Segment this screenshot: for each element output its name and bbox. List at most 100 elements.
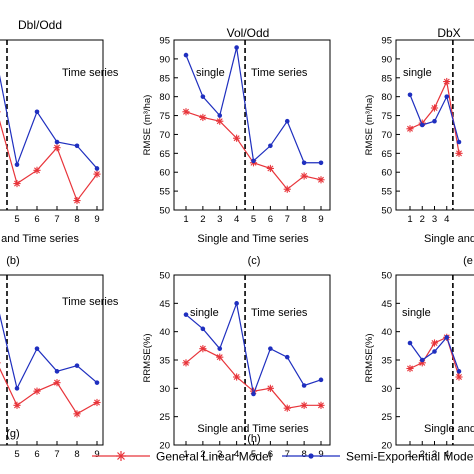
data-point-linear: [13, 401, 21, 409]
data-point-linear: [53, 144, 61, 152]
x-tick-label: 8: [74, 214, 79, 225]
plot-frame: [173, 39, 331, 211]
data-point-linear: [73, 196, 81, 205]
data-point-semi: [217, 346, 223, 351]
data-point-semi: [54, 369, 60, 374]
series-group: [406, 333, 463, 381]
annotation-time-series: Time series: [62, 296, 119, 308]
series-group: [0, 313, 101, 418]
data-point-semi: [456, 369, 462, 374]
legend: General Linear Model Semi-Exponential Mo…: [92, 450, 474, 464]
series-line-semi: [0, 313, 98, 391]
y-tick-label: 30: [381, 384, 392, 395]
y-tick-label: 55: [159, 187, 170, 198]
chart-title: DbX: [437, 26, 460, 40]
y-tick-label: 95: [381, 36, 392, 47]
chart-title: Dbl/Odd: [18, 18, 62, 32]
panel-letter: (e: [463, 255, 473, 267]
data-point-semi: [318, 160, 324, 166]
y-tick-label: 85: [159, 73, 170, 84]
data-point-semi: [94, 166, 100, 171]
x-tick-label: 5: [14, 449, 19, 460]
y-tick-label: 50: [381, 271, 392, 282]
y-axis-label: RRMSE(%): [364, 333, 375, 382]
data-point-semi: [432, 118, 437, 124]
data-point-semi: [200, 326, 206, 332]
annotation-time-series: Time series: [251, 307, 308, 319]
panel-letter: (c): [248, 255, 261, 267]
x-tick-label: 4: [444, 214, 449, 225]
data-point-linear: [317, 176, 325, 184]
data-point-semi: [200, 94, 206, 99]
y-tick-label: 65: [159, 149, 170, 160]
data-point-linear: [443, 77, 451, 86]
data-point-semi: [419, 357, 425, 363]
x-tick-label: 5: [251, 214, 256, 225]
data-point-linear: [0, 362, 1, 364]
y-tick-label: 90: [159, 54, 170, 65]
data-point-linear: [233, 373, 241, 381]
data-point-linear: [199, 113, 207, 122]
x-tick-label: 8: [301, 214, 306, 225]
y-tick-label: 45: [381, 299, 392, 310]
x-tick-label: 3: [217, 449, 222, 460]
x-tick-label: 1: [183, 214, 188, 225]
y-tick-label: 50: [159, 206, 170, 217]
x-tick-label: 6: [268, 449, 273, 460]
data-point-semi: [268, 346, 273, 351]
y-tick-label: 25: [159, 412, 170, 423]
data-point-linear: [406, 125, 414, 133]
data-point-linear: [216, 117, 224, 125]
series-line-semi: [409, 94, 460, 143]
data-point-linear: [430, 339, 439, 347]
data-point-semi: [318, 377, 324, 383]
data-point-semi: [94, 380, 100, 385]
x-tick-label: 5: [251, 449, 256, 460]
series-line-linear: [185, 111, 322, 191]
y-tick-label: 20: [381, 441, 392, 452]
x-axis-label: Single and: [424, 423, 474, 435]
panel-letter: (g): [6, 428, 19, 440]
x-tick-label: 2: [420, 214, 425, 225]
x-axis-label: and Time series: [1, 233, 79, 245]
y-tick-label: 35: [381, 356, 392, 367]
panel-f: 20 25 30 35 40 45 50 1 2 3 4 Single and RRMSE(%) sing…: [364, 271, 474, 460]
x-tick-label: 6: [34, 449, 39, 460]
y-axis-label: RMSE (m³/ha): [364, 95, 375, 156]
series-line-linear: [409, 79, 460, 154]
y-tick-label: 55: [381, 187, 392, 198]
x-tick-label: 1: [407, 449, 412, 460]
data-point-semi: [74, 363, 80, 368]
data-point-linear: [182, 108, 190, 116]
data-point-linear: [266, 384, 274, 392]
legend-semi-marker: [308, 453, 314, 459]
data-point-semi: [432, 349, 437, 354]
x-tick-label: 8: [301, 449, 306, 460]
panel-letter: (b): [6, 255, 19, 267]
data-point-semi: [284, 354, 290, 360]
y-tick-label: 60: [381, 168, 392, 179]
plot-frame: [173, 274, 331, 446]
data-point-linear: [216, 353, 224, 361]
annotation-time-series: Time series: [251, 67, 308, 79]
y-tick-label: 70: [381, 130, 392, 141]
data-point-semi: [419, 122, 425, 128]
annotation-single: single: [190, 307, 219, 319]
data-point-semi: [301, 383, 307, 388]
y-tick-label: 50: [381, 206, 392, 217]
data-point-linear: [93, 170, 101, 178]
panel-c: 50 55 60 65 70 75 80 85 90 95 1 2 3 4 DbX Single and (e R…: [364, 26, 474, 267]
x-tick-label: 8: [74, 449, 79, 460]
x-tick-label: 7: [54, 449, 59, 460]
data-point-linear: [233, 134, 241, 142]
data-point-linear: [455, 373, 463, 381]
x-tick-label: 2: [200, 449, 205, 460]
data-point-semi: [54, 139, 60, 145]
data-point-semi: [183, 52, 189, 58]
x-tick-label: 6: [268, 214, 273, 225]
data-point-linear: [73, 410, 81, 418]
data-point-linear: [406, 364, 414, 373]
